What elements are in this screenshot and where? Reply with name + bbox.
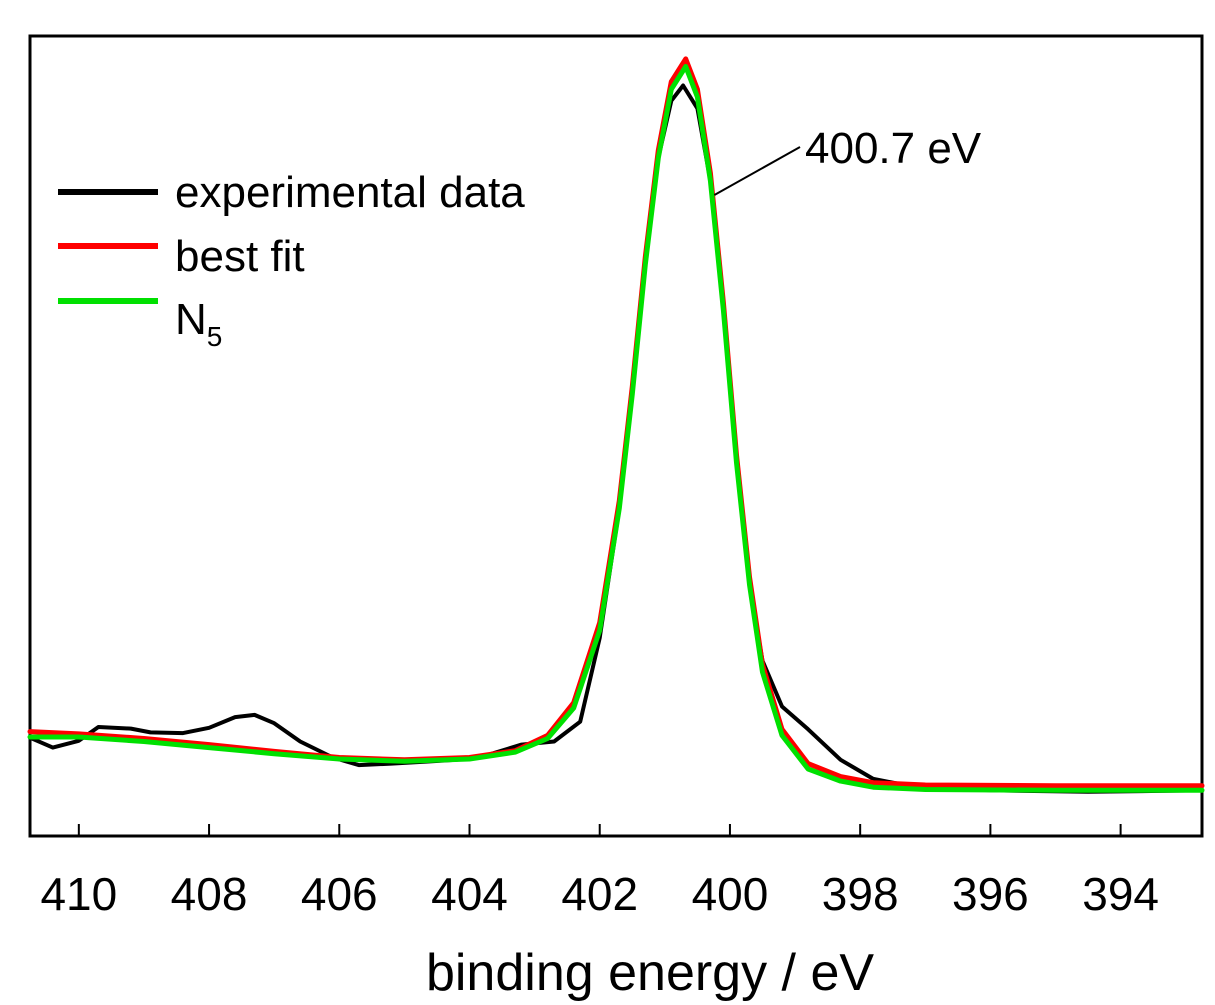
x-tick-label: 402 (561, 868, 638, 920)
x-tick-label: 410 (40, 868, 117, 920)
annotation-label: 400.7 eV (805, 124, 982, 173)
legend: experimental data best fit N5 (58, 168, 525, 352)
x-tick-label: 400 (692, 868, 769, 920)
x-tick-label: 396 (952, 868, 1029, 920)
legend-label-experimental: experimental data (175, 168, 525, 217)
series-line-experimental-data (28, 83, 1204, 794)
series-layer (27, 56, 1205, 794)
x-tick-label: 398 (822, 868, 899, 920)
legend-label-n5: N5 (175, 295, 222, 352)
peak-annotation: 400.7 eV (713, 124, 982, 196)
legend-label-best-fit: best fit (175, 232, 305, 281)
legend-label-n5-sub: 5 (207, 321, 223, 352)
legend-label-n5-main: N (175, 295, 207, 344)
x-tick-label: 404 (431, 868, 508, 920)
annotation-leader-line (713, 146, 801, 196)
x-tick-label: 406 (301, 868, 378, 920)
series-line-n5 (27, 64, 1205, 793)
x-tick-label: 394 (1082, 868, 1159, 920)
x-axis-title: binding energy / eV (426, 944, 874, 1002)
x-ticks: 410 408 406 404 402 400 398 396 394 (40, 824, 1159, 920)
plot-frame (28, 34, 1204, 838)
x-tick-label: 408 (171, 868, 248, 920)
